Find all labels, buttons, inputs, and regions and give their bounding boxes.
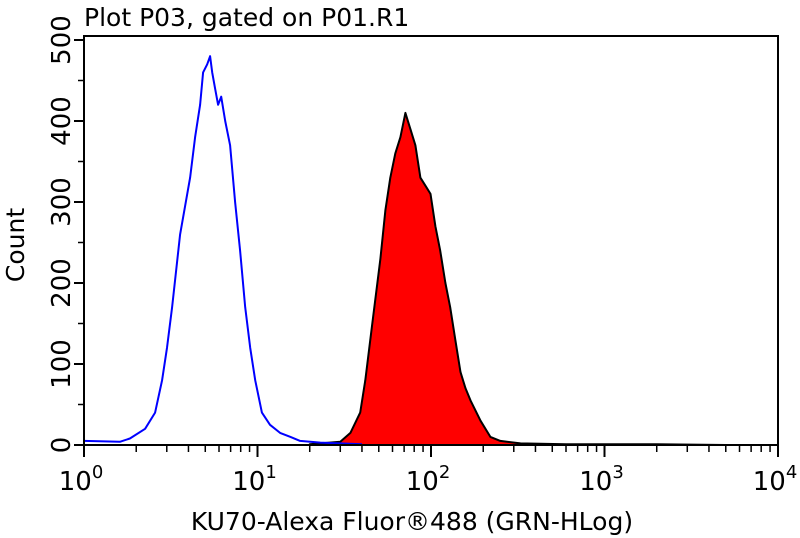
chart-title: Plot P03, gated on P01.R1 [84,3,409,32]
x-tick-label: 102 [406,462,451,497]
x-axis-label: KU70-Alexa Fluor®488 (GRN-HLog) [191,507,633,536]
y-tick-label: 500 [47,15,77,65]
x-tick-label: 103 [579,462,624,497]
y-tick-label: 0 [47,437,77,454]
y-tick-label: 200 [47,258,77,308]
x-tick-label: 100 [59,462,104,497]
y-tick-label: 300 [47,177,77,227]
filled-histogram-series [308,111,727,446]
y-tick-label: 400 [47,96,77,146]
x-tick-label: 104 [753,462,798,497]
plot-area [83,55,727,446]
axes: 100 101 102 103 104 0 100 200 300 400 500 [47,15,797,497]
y-axis-label: Count [1,208,30,282]
line-histogram-series [83,55,363,446]
y-tick-label: 100 [47,339,77,389]
x-tick-label: 101 [232,462,277,497]
